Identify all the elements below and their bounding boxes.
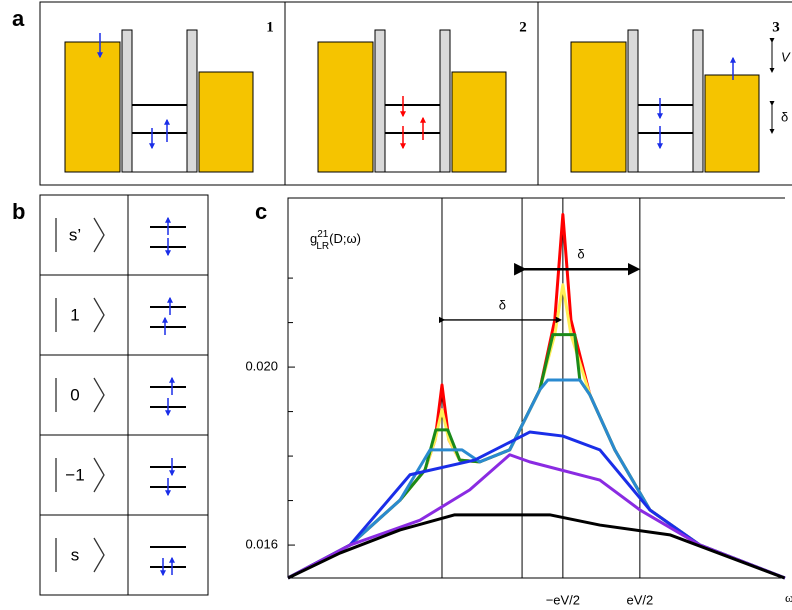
panel-b-frame — [39, 194, 209, 596]
curve — [287, 453, 786, 580]
barrier — [121, 29, 133, 173]
barrier — [374, 29, 386, 173]
reservoir — [451, 71, 507, 173]
y-tick-label: 0.020 — [245, 359, 278, 374]
barrier — [627, 29, 639, 173]
x-tick-label: −eV/2 — [546, 592, 580, 607]
curve — [287, 378, 786, 580]
y-label-sub: LR — [316, 241, 329, 252]
x-axis-label: ω — [785, 590, 792, 605]
curve — [287, 513, 786, 580]
annotation: V — [781, 49, 791, 64]
reservoir — [64, 41, 121, 173]
annotation: δ — [499, 297, 506, 312]
axis-frame — [287, 197, 785, 579]
subpanel-number: 3 — [772, 19, 780, 35]
panel-c: −eV/2 eV/2 ω 0.016 0.020 δ δ — [245, 197, 792, 607]
panel-label: c — [255, 199, 267, 224]
panel-a-frame — [39, 1, 792, 186]
panel-a: 1 2 3Vδ — [64, 19, 791, 173]
annotation: δ — [577, 247, 584, 262]
annotation: δ — [781, 109, 788, 124]
barrier — [692, 29, 704, 173]
x-tick-label: eV/2 — [626, 592, 653, 607]
ket-angle — [93, 537, 105, 573]
ket-label: −1 — [65, 465, 84, 484]
panel-label: a — [12, 6, 25, 31]
curve — [287, 430, 786, 580]
y-label-sup: 21 — [317, 229, 329, 240]
ket-label: 0 — [70, 385, 79, 404]
y-label-base: g — [310, 231, 317, 246]
well — [384, 132, 441, 173]
ket-angle — [93, 457, 105, 493]
reservoir — [317, 41, 374, 173]
reservoir — [570, 41, 627, 173]
reservoir — [704, 74, 760, 173]
subpanel-number: 1 — [266, 19, 274, 35]
ket-angle — [93, 377, 105, 413]
barrier — [439, 29, 451, 173]
ket-label: s’ — [69, 225, 81, 244]
panel-label: b — [12, 199, 25, 224]
reservoir — [198, 71, 254, 173]
well — [637, 132, 694, 173]
subpanel-number: 2 — [519, 19, 527, 35]
well — [131, 132, 188, 173]
ket-label: s — [71, 545, 80, 564]
ket-angle — [93, 217, 105, 253]
y-axis-label: g21 LR(D;ω) — [310, 229, 361, 252]
y-label-rest: (D;ω) — [329, 231, 361, 246]
panel-b: s’ 1 0 −1 s — [40, 216, 208, 577]
barrier — [186, 29, 198, 173]
y-tick-label: 0.016 — [245, 537, 278, 552]
ket-label: 1 — [70, 305, 79, 324]
ket-angle — [93, 297, 105, 333]
